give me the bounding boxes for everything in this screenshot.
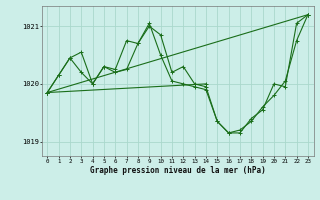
X-axis label: Graphe pression niveau de la mer (hPa): Graphe pression niveau de la mer (hPa) bbox=[90, 166, 266, 175]
